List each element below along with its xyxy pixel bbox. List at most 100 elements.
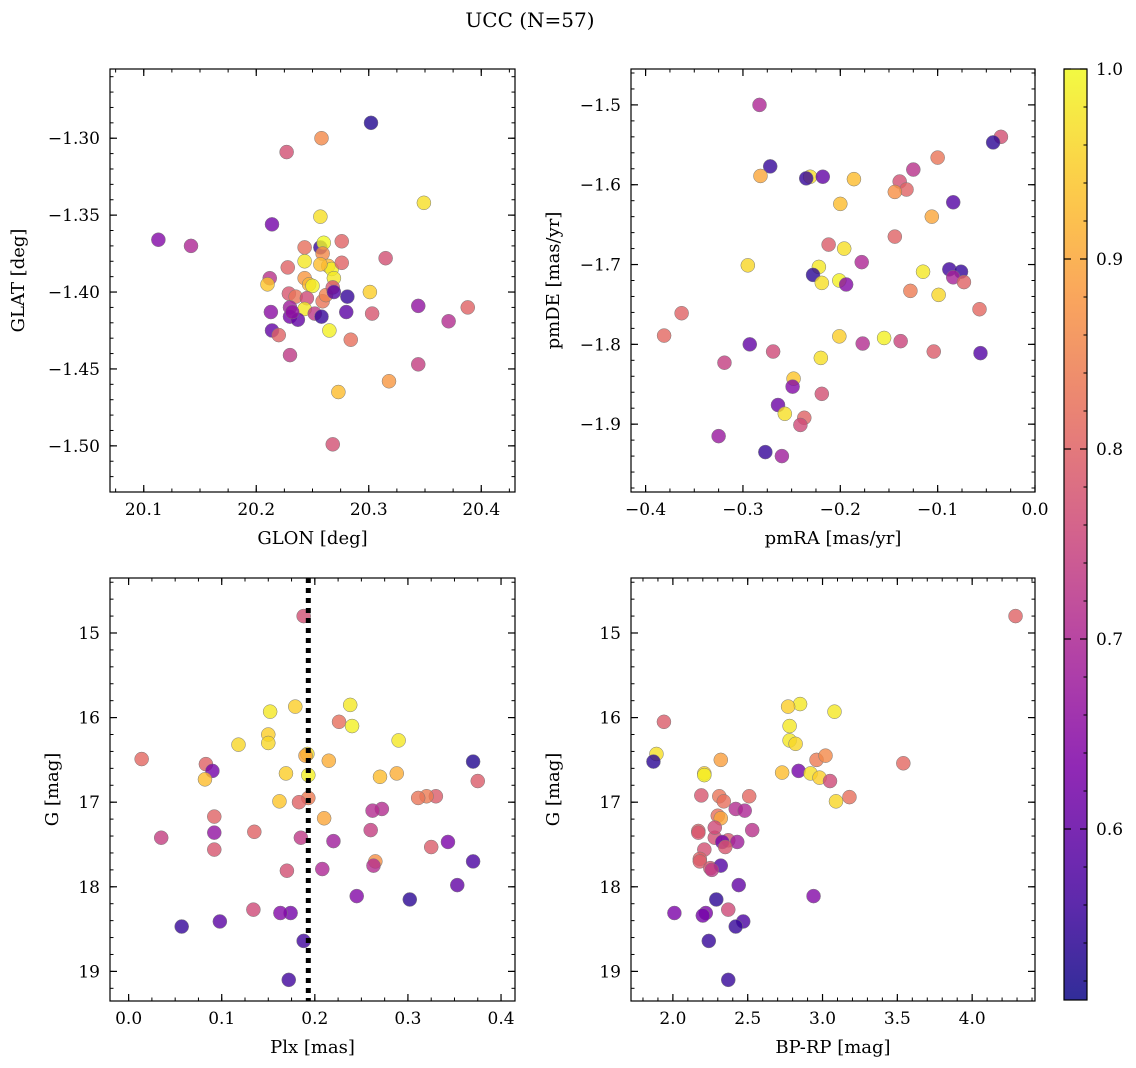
data-point <box>752 97 767 113</box>
data-point <box>737 803 752 818</box>
data-point <box>411 298 426 314</box>
data-point <box>423 839 439 855</box>
data-point <box>197 772 213 787</box>
y-tick-label: −1.9 <box>580 415 621 435</box>
y-tick-label: −1.40 <box>48 283 100 303</box>
data-point <box>713 752 729 768</box>
data-point <box>272 794 287 809</box>
data-point <box>278 766 294 781</box>
data-point <box>153 830 169 845</box>
data-point <box>691 825 706 840</box>
y-tick-label: 15 <box>78 624 100 644</box>
data-point <box>342 697 358 713</box>
x-tick-label: −0.2 <box>820 500 861 520</box>
data-point <box>716 794 732 809</box>
data-point <box>366 858 381 873</box>
data-point <box>411 357 426 372</box>
data-point <box>314 130 329 146</box>
data-point <box>721 902 736 917</box>
data-point <box>183 238 199 254</box>
data-point <box>815 169 831 184</box>
data-point <box>134 751 149 767</box>
y-tick-label: 18 <box>78 878 100 898</box>
data-point <box>364 306 380 321</box>
points-bprp-g <box>646 608 1023 988</box>
data-point <box>321 753 337 768</box>
data-point <box>728 919 743 934</box>
colorbar-tick-label: 0.9 <box>1096 250 1123 270</box>
colorbar-tick-label: 0.7 <box>1096 630 1123 650</box>
data-point <box>903 283 918 299</box>
data-point <box>842 789 857 805</box>
y-tick-label: 19 <box>599 962 621 982</box>
axes-frame <box>630 577 1036 1002</box>
x-tick-label: 20.1 <box>125 500 163 520</box>
data-point <box>740 258 756 273</box>
data-point <box>207 825 222 840</box>
data-point <box>207 809 222 824</box>
y-tick-label: 19 <box>78 962 100 982</box>
data-point <box>828 794 844 809</box>
data-point <box>465 754 481 769</box>
data-point <box>339 304 354 320</box>
data-point <box>465 854 481 869</box>
data-point <box>279 144 294 160</box>
data-point <box>854 254 869 270</box>
y-tick-label: 16 <box>78 709 100 729</box>
data-point <box>985 135 1001 150</box>
colorbar-tick-label: 1.0 <box>1096 60 1123 80</box>
plots-layer: 20.1 20.2 20.3 20.4 −1.30 −1.35 −1.40 −1.45 −1.5… <box>8 68 1049 1058</box>
x-tick-label: −0.1 <box>917 500 958 520</box>
data-point <box>291 794 307 810</box>
y-axis-label: GLAT [deg] <box>8 229 29 333</box>
y-tick-label: 16 <box>599 709 621 729</box>
data-point <box>667 905 682 921</box>
data-point <box>231 737 246 752</box>
data-point <box>646 754 661 769</box>
y-axis-label: G [mag] <box>42 753 63 826</box>
data-point <box>262 704 278 719</box>
data-point <box>709 892 724 907</box>
data-point <box>441 314 456 329</box>
data-point <box>711 428 726 444</box>
y-tick-label: 17 <box>599 793 621 813</box>
data-point <box>343 332 358 347</box>
data-point <box>753 168 768 184</box>
data-point <box>758 444 773 460</box>
y-tick-label: −1.45 <box>48 360 100 380</box>
y-tick-label: −1.50 <box>48 437 100 457</box>
data-point <box>656 714 672 730</box>
data-point <box>887 229 903 244</box>
data-point <box>416 195 432 211</box>
data-point <box>305 278 320 294</box>
x-tick-label: 0.4 <box>488 1009 515 1029</box>
data-point <box>297 254 312 269</box>
x-tick-label: 20.4 <box>462 500 500 520</box>
data-point <box>322 323 337 338</box>
data-point <box>718 839 733 855</box>
x-tick-label: 4.0 <box>959 1009 986 1029</box>
data-point <box>372 769 388 785</box>
data-point <box>410 790 426 806</box>
data-point <box>806 888 821 904</box>
data-point <box>378 250 393 266</box>
data-point <box>288 699 303 714</box>
data-point <box>207 842 222 857</box>
colorbar-gradient <box>1063 68 1088 1001</box>
data-point <box>780 699 796 714</box>
data-point <box>956 274 972 290</box>
points-glon-glat <box>151 115 475 452</box>
data-point <box>832 329 847 344</box>
data-point <box>893 333 908 349</box>
panel-glon-glat: 20.1 20.2 20.3 20.4 −1.30 −1.35 −1.40 −1.45 −1.5… <box>8 68 516 549</box>
data-point <box>822 773 838 789</box>
data-point <box>260 277 275 292</box>
data-point <box>285 304 300 320</box>
x-tick-label: 0.2 <box>301 1009 328 1029</box>
data-point <box>331 384 346 400</box>
x-tick-label: 20.3 <box>350 500 388 520</box>
data-point <box>273 905 288 921</box>
data-point <box>692 854 708 869</box>
data-point <box>656 328 672 343</box>
data-point <box>896 756 911 771</box>
